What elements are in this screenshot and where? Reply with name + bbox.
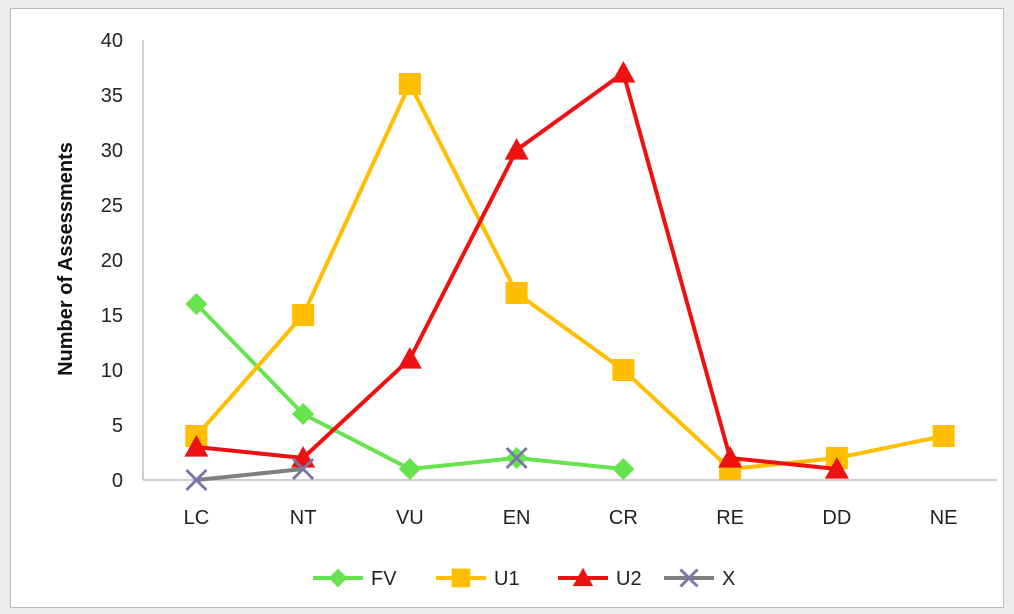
y-tick-label: 30	[101, 140, 123, 162]
y-tick-label: 10	[101, 360, 123, 382]
x-tick-label: LC	[184, 507, 210, 529]
y-tick-label: 35	[101, 85, 123, 107]
x-tick-label: RE	[716, 507, 744, 529]
data-point	[504, 138, 529, 160]
legend-label: U2	[616, 568, 642, 590]
series-line-FV	[194, 302, 624, 471]
data-point	[932, 425, 955, 447]
data-point	[292, 457, 315, 481]
y-tick-label: 15	[101, 305, 123, 327]
chart-frame	[10, 8, 1004, 608]
series-line-X	[196, 467, 304, 482]
y-tick-label: 25	[101, 195, 123, 217]
data-point	[292, 304, 315, 326]
series-X	[185, 446, 528, 492]
legend-entry: X	[664, 568, 735, 590]
y-axis-label: Number of Assessments	[55, 142, 77, 376]
data-point	[398, 458, 421, 480]
data-point	[505, 446, 528, 470]
y-tick-label: 5	[112, 415, 123, 437]
legend-entry: FV	[313, 568, 397, 590]
x-tick-label: DD	[822, 507, 851, 529]
data-point	[824, 457, 849, 479]
data-point	[185, 468, 208, 492]
legend-marker	[451, 568, 471, 588]
x-tick-label: CR	[609, 507, 638, 529]
data-point	[185, 293, 208, 315]
y-tick-label: 0	[112, 470, 123, 492]
x-tick-label: NE	[930, 507, 958, 529]
x-tick-label: EN	[503, 507, 531, 529]
data-point	[612, 359, 635, 381]
legend-marker	[572, 567, 594, 587]
data-point	[184, 435, 209, 457]
legend-label: U1	[494, 568, 520, 590]
x-tick-label: NT	[290, 507, 317, 529]
legend-label: X	[722, 568, 735, 590]
series-U2	[184, 61, 849, 479]
y-tick-label: 20	[101, 250, 123, 272]
data-point	[611, 61, 636, 83]
data-point	[612, 458, 635, 480]
data-point	[505, 282, 528, 304]
x-tick-label: VU	[396, 507, 424, 529]
data-point	[718, 446, 743, 468]
series-line-U2	[196, 71, 838, 471]
data-point	[398, 73, 421, 95]
data-point	[397, 347, 422, 369]
series-U1	[185, 73, 955, 480]
legend-label: FV	[371, 568, 397, 590]
legend-marker	[679, 568, 699, 588]
legend-entry: U1	[436, 568, 520, 590]
series-line-U1	[194, 82, 945, 471]
legend-marker	[328, 568, 348, 588]
data-point	[292, 403, 315, 425]
legend-entry: U2	[558, 567, 642, 590]
y-tick-label: 40	[101, 30, 123, 52]
